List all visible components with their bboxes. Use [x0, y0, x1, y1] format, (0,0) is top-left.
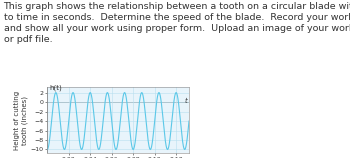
Text: h(t): h(t) — [49, 85, 62, 91]
Text: This graph shows the relationship between a tooth on a circular blade with respe: This graph shows the relationship betwee… — [4, 2, 350, 44]
Y-axis label: Height of cutting
tooth (inches): Height of cutting tooth (inches) — [14, 91, 28, 150]
Text: t: t — [185, 98, 188, 104]
